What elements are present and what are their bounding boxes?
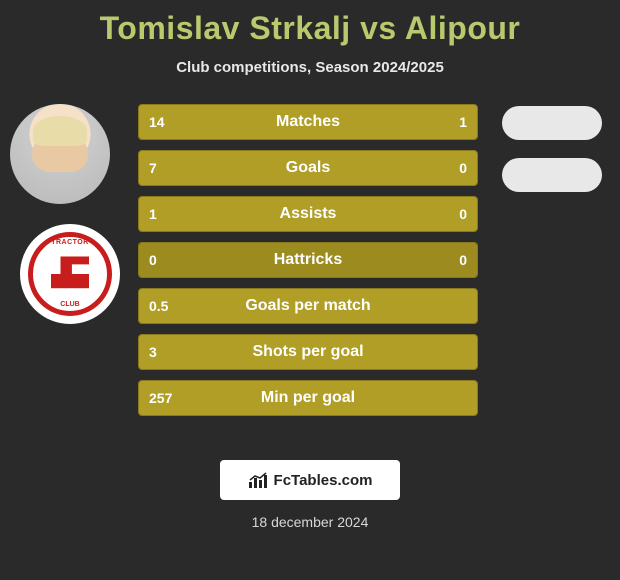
stat-row: 00Hattricks: [138, 242, 478, 278]
club-badge-top: TRACTOR: [33, 239, 107, 246]
stat-label: Shots per goal: [139, 335, 477, 369]
stat-row: 141Matches: [138, 104, 478, 140]
brand-text: FcTables.com: [274, 472, 373, 489]
stat-label: Matches: [139, 105, 477, 139]
club-badge: TRACTOR CLUB: [28, 232, 112, 316]
page-title: Tomislav Strkalj vs Alipour: [0, 0, 620, 47]
opponent-club-placeholder: [502, 158, 602, 192]
stat-bars: 141Matches 70Goals 10Assists 00Hattricks 0.5…: [138, 104, 478, 426]
opponent-avatar-placeholder: [502, 106, 602, 140]
comparison-content: TRACTOR CLUB 141Matches 70Goals 10Assists 0…: [0, 104, 620, 444]
stat-row: 0.5Goals per match: [138, 288, 478, 324]
stat-row: 10Assists: [138, 196, 478, 232]
club-badge-bottom: CLUB: [33, 301, 107, 308]
chart-icon: [248, 472, 268, 488]
stat-label: Hattricks: [139, 243, 477, 277]
stat-row: 3Shots per goal: [138, 334, 478, 370]
stat-label: Assists: [139, 197, 477, 231]
stat-label: Goals per match: [139, 289, 477, 323]
right-avatars: [502, 106, 602, 210]
stat-row: 257Min per goal: [138, 380, 478, 416]
player-avatar: [10, 104, 110, 204]
footer-date: 18 december 2024: [0, 514, 620, 530]
brand-badge: FcTables.com: [220, 460, 400, 500]
left-avatars: TRACTOR CLUB: [10, 104, 120, 344]
stat-label: Goals: [139, 151, 477, 185]
subtitle: Club competitions, Season 2024/2025: [0, 59, 620, 76]
stat-row: 70Goals: [138, 150, 478, 186]
club-avatar: TRACTOR CLUB: [20, 224, 120, 324]
stat-label: Min per goal: [139, 381, 477, 415]
